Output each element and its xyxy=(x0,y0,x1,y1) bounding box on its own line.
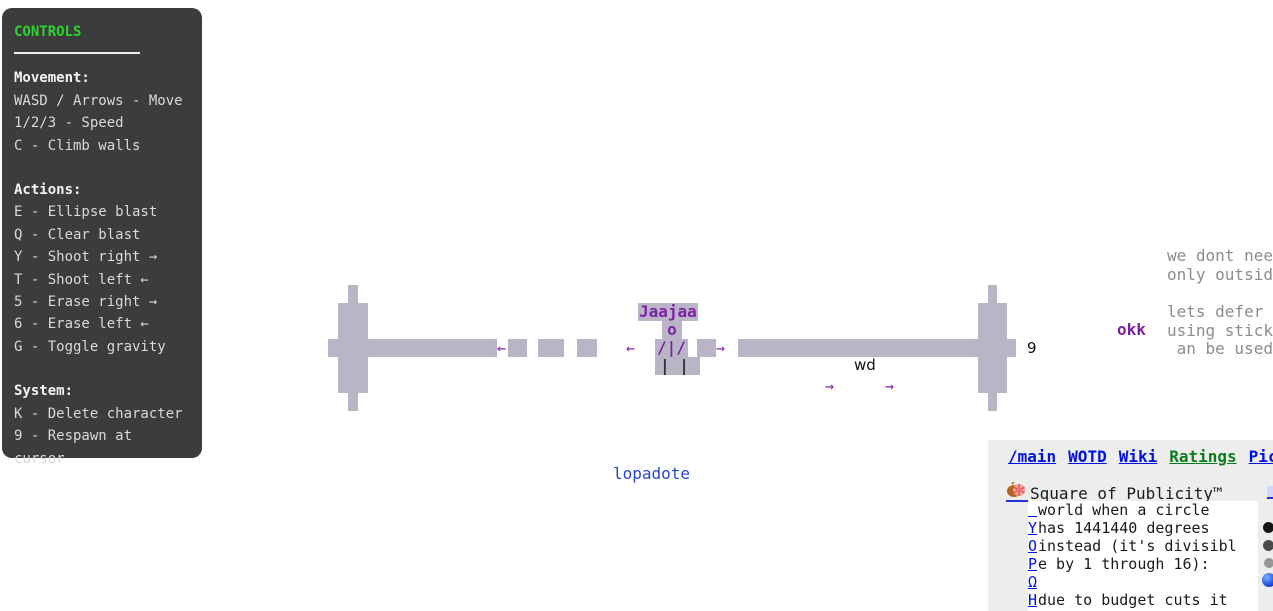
row-link[interactable]: Y xyxy=(1028,519,1038,537)
platform-block xyxy=(988,285,997,303)
control-item: 9 - Respawn at cursor xyxy=(14,428,133,467)
control-item: 1/2/3 - Speed xyxy=(14,115,124,132)
chat-messages: we dont nee only outsid lets defer using… xyxy=(1167,246,1273,358)
nav-main-link[interactable]: /main xyxy=(1008,447,1057,466)
platform-bar xyxy=(368,339,497,357)
platform-block xyxy=(338,303,368,393)
wiki-site-title: Square of Publicity™ xyxy=(1030,484,1223,503)
player-legs: | | xyxy=(655,357,700,375)
platform-block xyxy=(577,339,597,357)
row-link[interactable]: H xyxy=(1028,591,1038,609)
arrow-right-icon: → xyxy=(825,377,835,395)
blue-ball-icon[interactable] xyxy=(1262,573,1273,587)
row-link[interactable]: O xyxy=(1028,537,1038,555)
platform-block xyxy=(348,285,358,303)
nav-pics-link[interactable]: Pics xyxy=(1248,447,1273,466)
movement-heading: Movement: xyxy=(14,70,90,87)
platform-block xyxy=(508,339,527,357)
arrow-right-icon: → xyxy=(885,377,895,395)
wd-label: wd xyxy=(854,356,876,374)
arrow-left-icon: ← xyxy=(497,339,507,357)
chat-line: only outsid xyxy=(1167,264,1273,284)
platform-block xyxy=(328,339,338,357)
control-item: C - Climb walls xyxy=(14,137,141,154)
chat-line: using stick xyxy=(1167,320,1273,340)
chat-okk-label: okk xyxy=(1117,320,1146,339)
world-name-label[interactable]: lopadote xyxy=(613,464,691,483)
player-head: o xyxy=(662,321,682,339)
chat-line: we dont nee xyxy=(1167,246,1273,265)
bullet-icon xyxy=(1263,540,1273,551)
controls-title: CONTROLS xyxy=(14,24,82,40)
platform-block xyxy=(697,339,716,357)
controls-panel: CONTROLS Movement: WASD / Arrows - Move … xyxy=(2,8,202,467)
nav-wiki-link[interactable]: Wiki xyxy=(1118,447,1158,466)
control-item: Q - Clear blast xyxy=(14,226,141,243)
system-heading: System: xyxy=(14,383,74,400)
chat-line: lets defer xyxy=(1167,302,1264,322)
platform-block xyxy=(538,339,564,357)
control-item: WASD / Arrows - Move xyxy=(14,92,183,109)
controls-divider xyxy=(14,52,140,55)
platform-bar xyxy=(738,339,983,357)
control-item: 6 - Erase left ← xyxy=(14,316,149,333)
meat-emoji-icon[interactable] xyxy=(1006,481,1028,502)
player-arms: /|/ xyxy=(655,338,688,357)
player-name-tag: Jaajaa xyxy=(638,302,698,321)
row-link[interactable]: Ω xyxy=(1028,573,1038,591)
respawn-marker: 9 xyxy=(1027,339,1037,357)
control-item: E - Ellipse blast xyxy=(14,204,158,221)
chat-line xyxy=(1167,283,1273,302)
bullet-icon xyxy=(1264,558,1273,568)
bullet-icon xyxy=(1263,522,1273,533)
chat-line: an be used xyxy=(1167,339,1273,359)
control-item: 5 - Erase right → xyxy=(14,294,158,311)
platform-block xyxy=(1007,339,1016,357)
platform-block xyxy=(988,393,997,411)
control-item: K - Delete character xyxy=(14,405,183,422)
arrow-left-icon: ← xyxy=(626,339,636,357)
row-link[interactable]: P xyxy=(1028,555,1038,573)
wiki-row: world when a circle xyxy=(1028,501,1258,519)
control-item: Y - Shoot right → xyxy=(14,249,158,266)
wiki-nav: /main WOTD Wiki Ratings Pics xyxy=(1008,447,1273,466)
control-item: T - Shoot left ← xyxy=(14,271,149,288)
clipped-link[interactable] xyxy=(1267,486,1273,499)
wiki-row: Ω xyxy=(1028,573,1258,591)
wiki-panel: /main WOTD Wiki Ratings Pics Square of P… xyxy=(988,440,1273,611)
platform-block xyxy=(348,393,358,411)
nav-ratings-link[interactable]: Ratings xyxy=(1169,447,1237,466)
actions-heading: Actions: xyxy=(14,182,82,199)
arrow-right-icon: → xyxy=(716,339,726,357)
control-item: G - Toggle gravity xyxy=(14,338,166,355)
nav-wotd-link[interactable]: WOTD xyxy=(1068,447,1107,466)
platform-block xyxy=(978,303,1007,393)
row-link[interactable] xyxy=(1028,501,1038,519)
